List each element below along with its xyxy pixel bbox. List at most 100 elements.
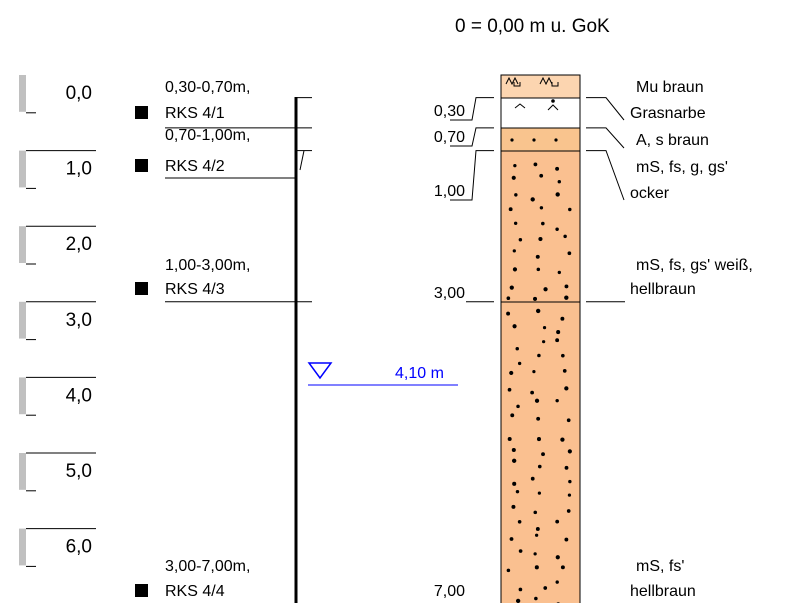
sand-dot [530,391,534,395]
layer-grass [501,98,580,128]
reference-label: 0 = 0,00 m u. GoK [455,16,610,37]
sand-dot [537,268,541,272]
sand-dot [560,438,564,442]
sand-dot [567,509,571,513]
sand-dot [534,163,538,167]
sand-dot [512,324,516,328]
sample-name: RKS 4/4 [165,583,225,600]
sand-dot [516,347,519,350]
sand-dot [535,534,538,537]
sand-dot [537,437,541,441]
sand-dot [511,505,515,509]
generated: 0,01,02,03,04,05,06,07,00,30-0,70m,RKS 4… [19,75,753,603]
depth-label: 1,00 [434,183,465,200]
sand-dot [512,176,516,180]
sand-dot [543,326,546,329]
sand-dot [514,222,517,225]
layer-connector [586,98,624,120]
sand-dot [509,371,513,375]
layer-description: hellbraun [630,281,696,298]
sand-dot [513,164,516,167]
sand-dot [514,193,517,196]
sand-dot [538,465,542,469]
sand-dot [564,386,568,390]
pattern-dot [551,99,555,103]
sand-dot [518,362,521,365]
sand-dot [532,138,535,141]
sand-dot [510,413,514,417]
sample-range: 3,00-7,00m, [165,558,250,575]
sand-dot [555,399,558,402]
sand-dot [519,588,523,592]
sand-dot [518,520,522,524]
depth-label: 0,30 [434,103,465,120]
layer-topsoil [501,75,580,98]
sand-dot [568,480,571,483]
sand-dot [509,207,513,211]
sand-dot [561,354,565,358]
sand-dot [512,448,516,452]
depth-label: 0,70 [434,129,465,146]
sand-dot [534,597,538,601]
ruler-segment [19,302,26,339]
ruler-label: 2,0 [66,234,92,255]
sample-boundary [300,151,304,170]
sand-dot [565,466,569,470]
sample-name: RKS 4/3 [165,281,225,298]
sand-dot [510,286,514,290]
sample-marker [135,282,148,295]
ruler-segment [19,151,26,188]
ruler-segment [19,453,26,490]
sand-dot [533,297,537,301]
sand-dot [513,249,516,252]
sand-dot [507,569,511,573]
sand-dot [510,537,514,541]
layer-ms-ocker [501,151,580,302]
sand-dot [561,565,565,569]
sample-range: 1,00-3,00m, [165,257,250,274]
sand-dot [556,555,560,559]
sand-dot [519,549,523,553]
sand-dot [512,459,516,463]
layer-description: Mu braun [636,79,704,96]
depth-label: 7,00 [434,583,465,600]
sand-dot [565,284,569,288]
layer-connector [586,151,624,200]
sand-dot [543,586,547,590]
sand-dot [540,206,543,209]
sand-dot [536,417,540,421]
layer-description: mS, fs, g, gs' [636,159,728,176]
sand-dot [567,418,571,422]
sand-dot [539,174,543,178]
sample-name: RKS 4/2 [165,158,225,175]
sand-dot [541,222,545,226]
sample-marker [135,584,148,597]
sand-dot [507,296,511,300]
sand-dot [556,192,560,196]
sand-dot [555,228,558,231]
sand-dot [538,492,541,495]
sand-dot [563,235,566,238]
layer-description: mS, fs' [636,558,684,575]
sand-dot [563,369,567,373]
sand-dot [508,437,512,441]
sand-dot [568,449,572,453]
sand-dot [508,388,512,392]
sand-dot [533,511,537,515]
sand-dot [554,138,557,141]
sand-dot [519,238,522,241]
sand-dot [560,317,564,321]
ruler-label: 0,0 [66,83,92,104]
ruler-segment [19,226,26,263]
layer-description: hellbraun [630,583,696,600]
sand-dot [568,251,572,255]
water-level-label: 4,10 m [395,365,444,382]
depth-label: 3,00 [434,285,465,302]
sample-range: 0,70-1,00m, [165,127,250,144]
ruler-label: 3,0 [66,310,92,331]
sand-dot [536,527,540,531]
sand-dot [541,452,545,456]
sand-dot [516,490,519,493]
sand-dot [555,338,559,342]
sand-dot [568,494,571,497]
